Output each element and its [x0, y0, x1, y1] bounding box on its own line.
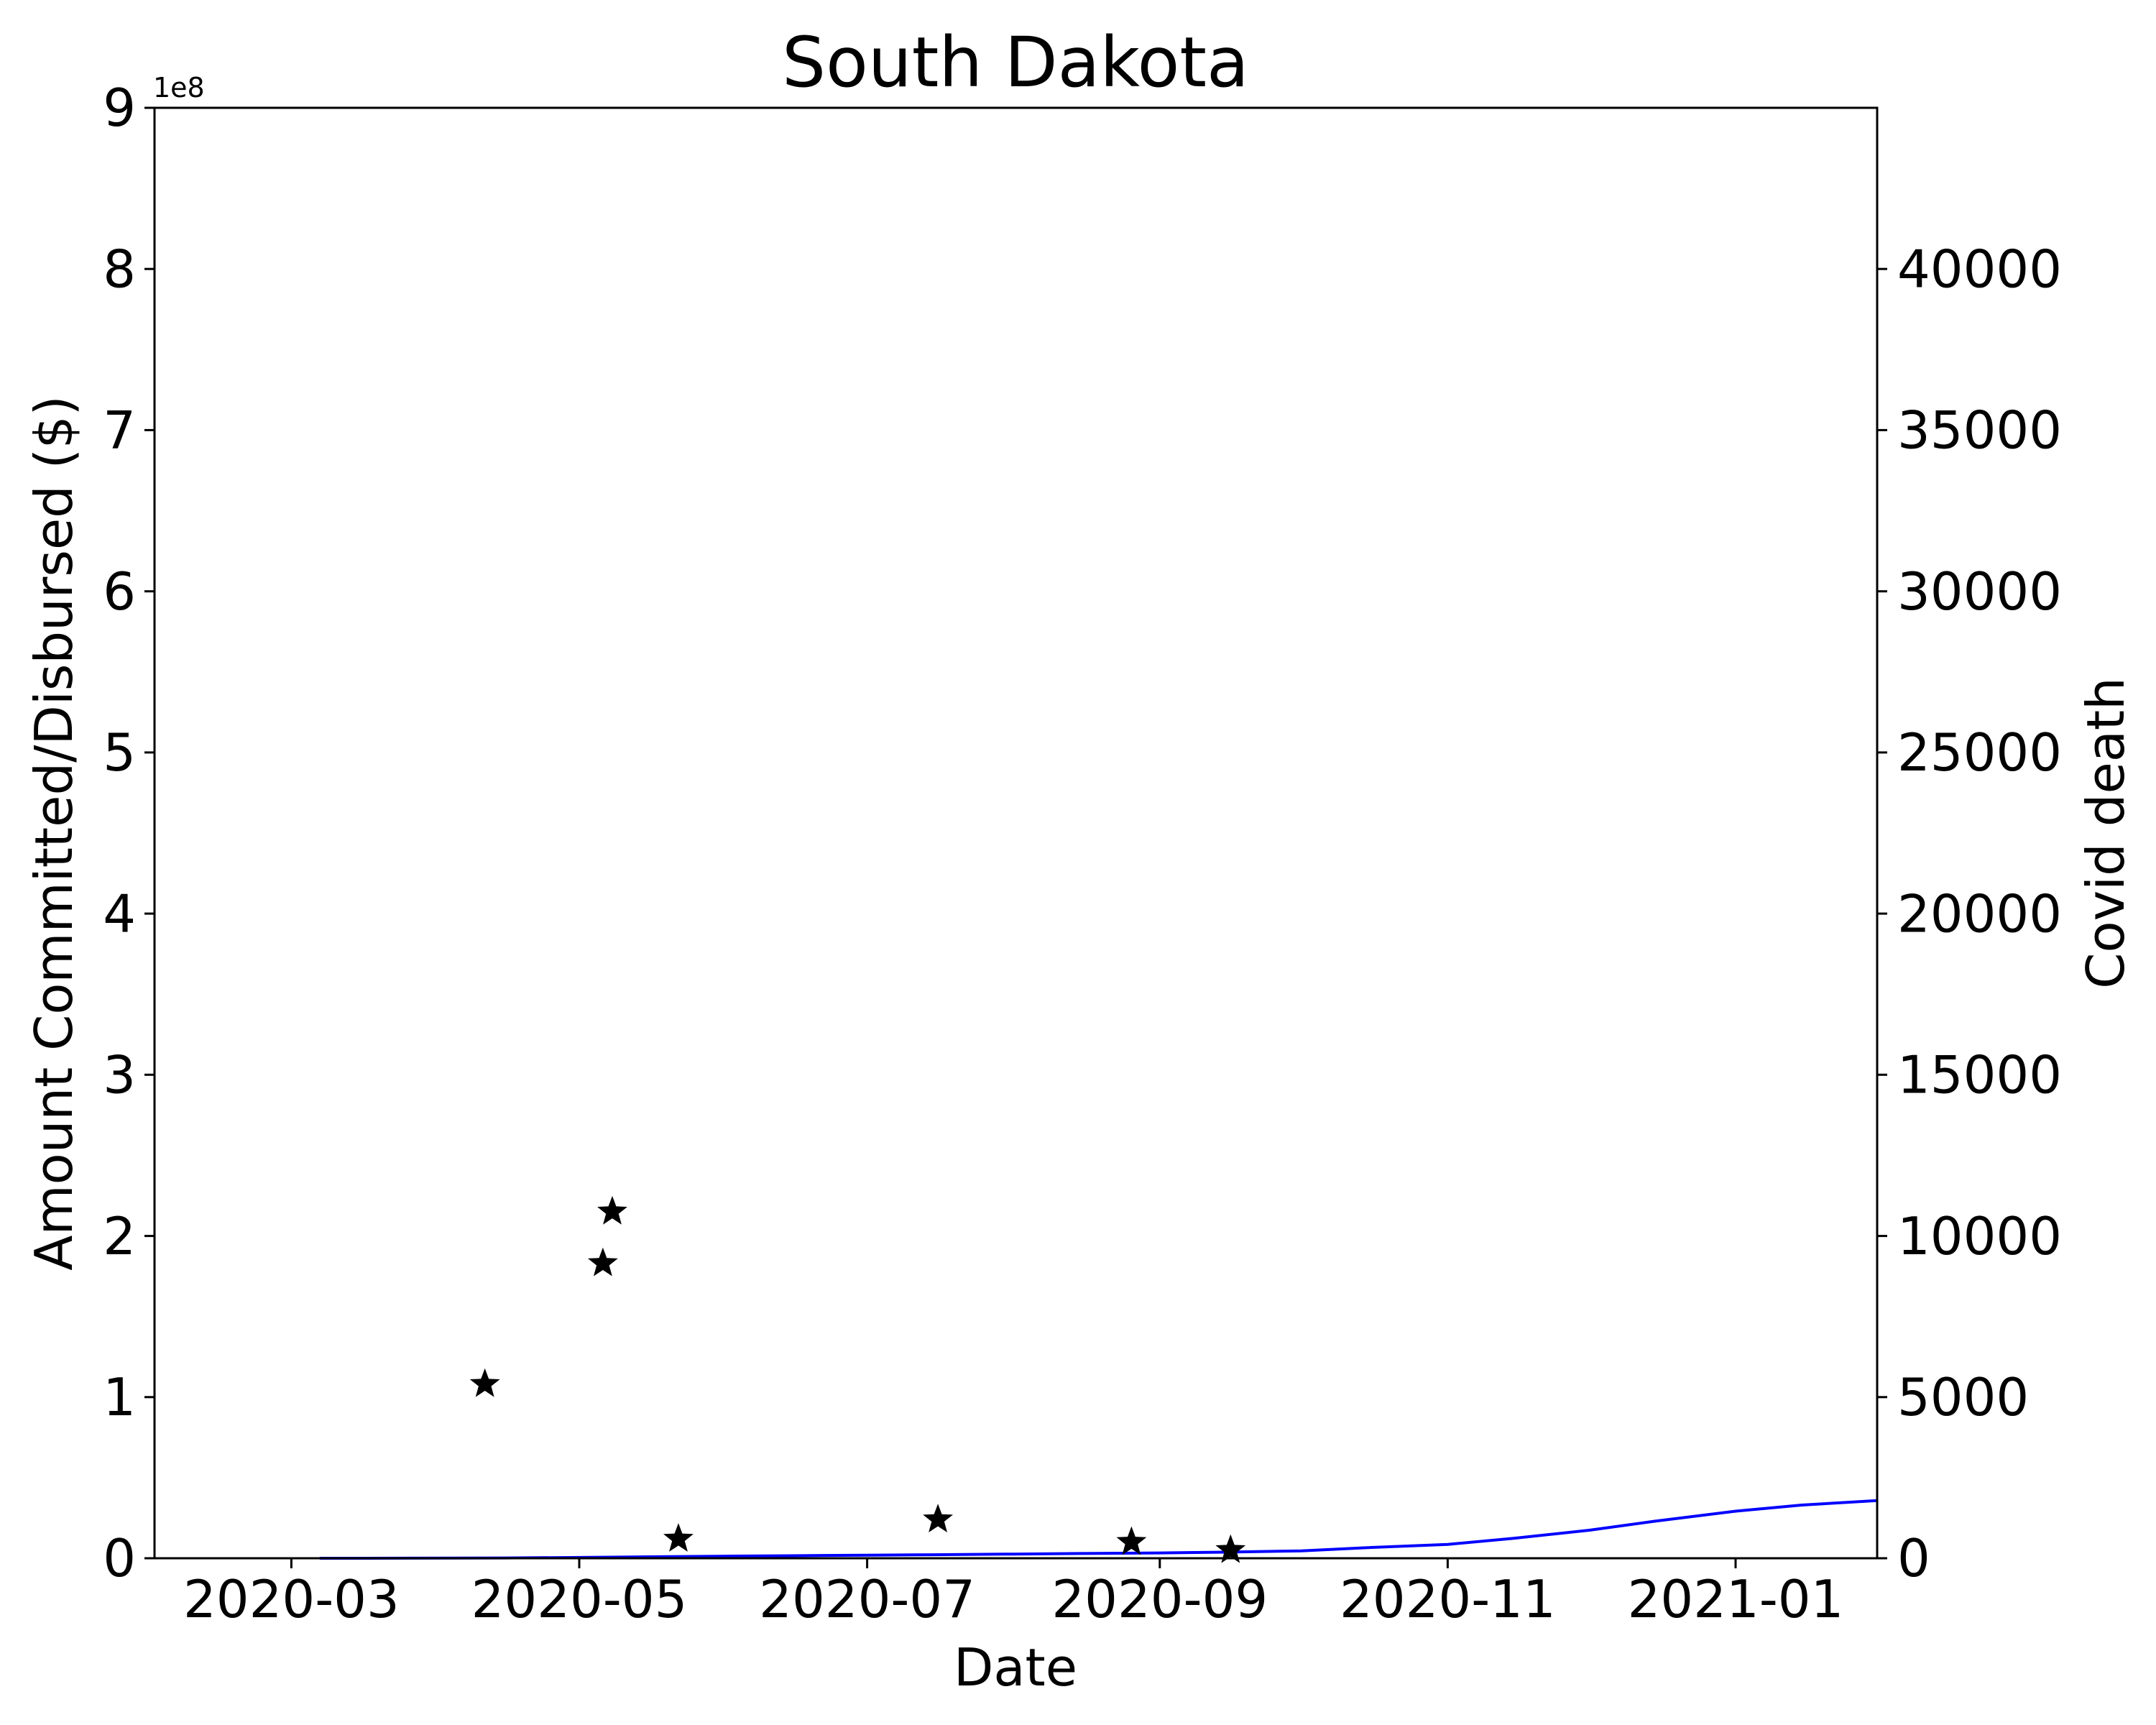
- plot-area: [153, 106, 1879, 1563]
- funding-star-point: [469, 1368, 500, 1397]
- x-tick-label: 2020-05: [471, 1569, 688, 1629]
- left-tick-label: 7: [103, 400, 136, 461]
- deaths-layer: [319, 1499, 1878, 1560]
- right-y-axis: 0 5000 10000 15000 20000 25000 30000 35000 40000: [1877, 239, 2062, 1588]
- funding-star-point: [1215, 1534, 1246, 1563]
- right-tick-label: 15000: [1897, 1045, 2062, 1105]
- funding-star-point: [587, 1247, 618, 1276]
- right-y-axis-label: Covid death: [2076, 677, 2136, 989]
- left-axis-offset-label: 1e8: [153, 72, 205, 104]
- funding-star-point: [597, 1195, 627, 1225]
- x-tick-label: 2020-07: [759, 1569, 975, 1629]
- x-axis: 2020-03 2020-05 2020-07 2020-09 2020-11 2021-…: [183, 1558, 1843, 1629]
- right-tick-label: 20000: [1897, 883, 2062, 944]
- plot-frame: [153, 106, 1879, 1560]
- funding-star-point: [663, 1523, 694, 1552]
- left-tick-label: 4: [103, 883, 136, 944]
- left-tick-label: 0: [103, 1528, 136, 1588]
- left-tick-label: 2: [103, 1206, 136, 1266]
- left-tick-label: 6: [103, 561, 136, 622]
- right-tick-label: 10000: [1897, 1206, 2062, 1266]
- x-tick-label: 2020-03: [183, 1569, 400, 1629]
- left-tick-label: 1: [103, 1367, 136, 1427]
- funding-star-point: [923, 1504, 954, 1532]
- left-tick-label: 8: [103, 239, 136, 299]
- x-tick-label: 2021-01: [1628, 1569, 1844, 1629]
- stars-layer: [469, 1195, 1246, 1563]
- chart-title: South Dakota: [782, 22, 1249, 103]
- right-tick-label: 35000: [1897, 400, 2062, 461]
- x-tick-label: 2020-11: [1340, 1569, 1556, 1629]
- x-axis-label: Date: [954, 1637, 1077, 1698]
- right-tick-label: 40000: [1897, 239, 2062, 299]
- left-y-axis: 0 1 2 3 4 5 6 7 8 9: [103, 78, 155, 1588]
- right-tick-label: 25000: [1897, 722, 2062, 783]
- covid-death-line: [319, 1499, 1878, 1560]
- funding-star-point: [1116, 1526, 1147, 1555]
- right-tick-label: 30000: [1897, 561, 2062, 622]
- left-tick-label: 9: [103, 78, 136, 138]
- left-tick-label: 5: [103, 722, 136, 783]
- left-tick-label: 3: [103, 1045, 136, 1105]
- left-y-axis-label: Amount Committed/Disbursed ($): [24, 395, 84, 1270]
- right-tick-label: 5000: [1897, 1367, 2029, 1427]
- x-tick-label: 2020-09: [1051, 1569, 1268, 1629]
- right-tick-label: 0: [1897, 1528, 1930, 1588]
